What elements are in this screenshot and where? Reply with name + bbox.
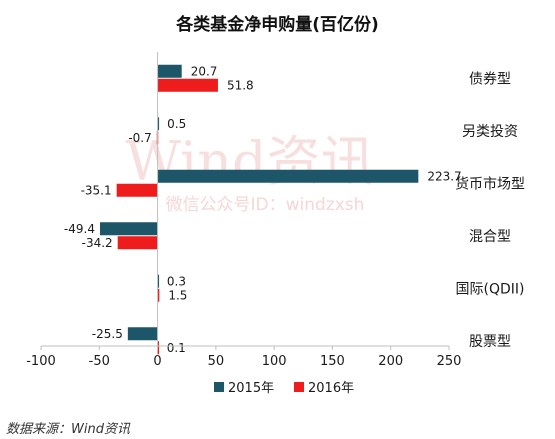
data-label: -25.5 <box>92 327 123 341</box>
data-label: 0.3 <box>167 274 186 288</box>
bar <box>127 327 158 341</box>
bar <box>99 222 158 236</box>
x-tick-label: 250 <box>437 354 462 369</box>
x-tick-label: -50 <box>89 354 110 369</box>
source-note: 数据来源：Wind资讯 <box>6 422 130 437</box>
data-label: -34.2 <box>82 236 113 250</box>
data-label: 0.1 <box>167 341 186 355</box>
bar <box>117 236 158 250</box>
bar <box>157 78 218 92</box>
category-label: 混合型 <box>469 229 511 245</box>
legend-swatch <box>294 382 304 392</box>
bar <box>116 183 158 197</box>
data-label: -0.7 <box>128 131 151 145</box>
bar <box>157 169 419 183</box>
legend-label: 2016年 <box>308 381 354 396</box>
x-tick-label: 200 <box>378 354 403 369</box>
bar <box>157 274 160 288</box>
x-tick-label: 150 <box>320 354 345 369</box>
watermark-subtitle: 微信公众号ID：windzxsh <box>166 195 365 215</box>
category-label: 国际(QDII) <box>456 281 525 297</box>
x-tick-label: 0 <box>153 354 161 369</box>
category-label: 债券型 <box>469 71 511 87</box>
bars: 20.7 51.8 0.5 -0.7 223.7 -35.1 -49.4-34.2 0.31.… <box>64 64 462 355</box>
bar <box>157 288 160 302</box>
data-label: 1.5 <box>168 288 187 302</box>
watermark-brand: Wind资讯 <box>125 130 374 193</box>
x-tick-label: 50 <box>208 354 225 369</box>
data-label: 20.7 <box>191 64 218 78</box>
data-label: 0.5 <box>167 117 186 131</box>
chart-title: 各类基金净申购量(百亿份) <box>176 15 379 35</box>
legend-label: 2015年 <box>228 381 274 396</box>
category-label: 股票型 <box>469 334 511 350</box>
category-label: 货币市场型 <box>455 175 525 192</box>
x-tick-label: 100 <box>262 354 287 369</box>
x-tick-label: -100 <box>26 354 56 369</box>
data-label: -49.4 <box>64 222 95 236</box>
legend: 2015年 2016年 <box>214 381 354 396</box>
bar <box>157 341 160 355</box>
bar <box>157 117 160 131</box>
bar <box>157 64 182 78</box>
legend-swatch <box>214 382 224 392</box>
data-label: -35.1 <box>81 183 112 197</box>
data-label: 51.8 <box>227 78 254 92</box>
category-label: 另类投资 <box>462 124 518 140</box>
x-axis: -100 -50 0 50 100 150 200 250 <box>26 52 461 369</box>
data-label: 223.7 <box>427 169 461 183</box>
